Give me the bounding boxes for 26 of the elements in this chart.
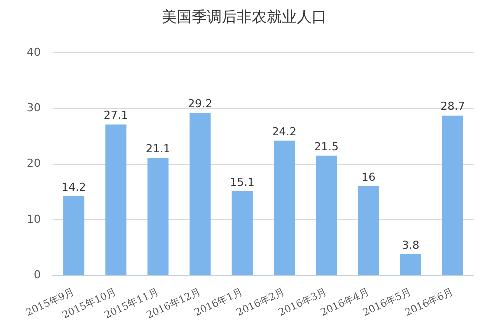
y-tick-label: 0: [34, 268, 41, 282]
bar: [400, 254, 422, 276]
data-label: 27.1: [104, 109, 128, 122]
y-tick-label: 20: [26, 157, 41, 170]
y-tick-label: 10: [26, 212, 41, 226]
bar: [190, 113, 211, 276]
data-label: 28.7: [440, 100, 466, 114]
bar: [274, 140, 296, 276]
data-label: 14.2: [62, 180, 86, 194]
data-label: 15.1: [230, 176, 255, 189]
bar: [148, 158, 169, 276]
data-label: 21.5: [314, 140, 339, 154]
y-tick-label: 30: [26, 101, 41, 114]
y-tick-label: 40: [26, 46, 41, 59]
chart-title: 美国季调后非农就业人口: [162, 8, 327, 26]
bar: [316, 156, 338, 276]
data-label: 24.2: [272, 125, 297, 138]
bar: [232, 192, 253, 276]
data-label: 16: [362, 170, 376, 184]
bar: [442, 116, 464, 276]
data-label: 3.8: [402, 238, 420, 252]
data-label: 21.1: [146, 142, 170, 156]
bar: [64, 196, 85, 276]
bar: [106, 124, 127, 276]
bar: [358, 186, 380, 276]
data-label: 29.2: [188, 97, 213, 110]
